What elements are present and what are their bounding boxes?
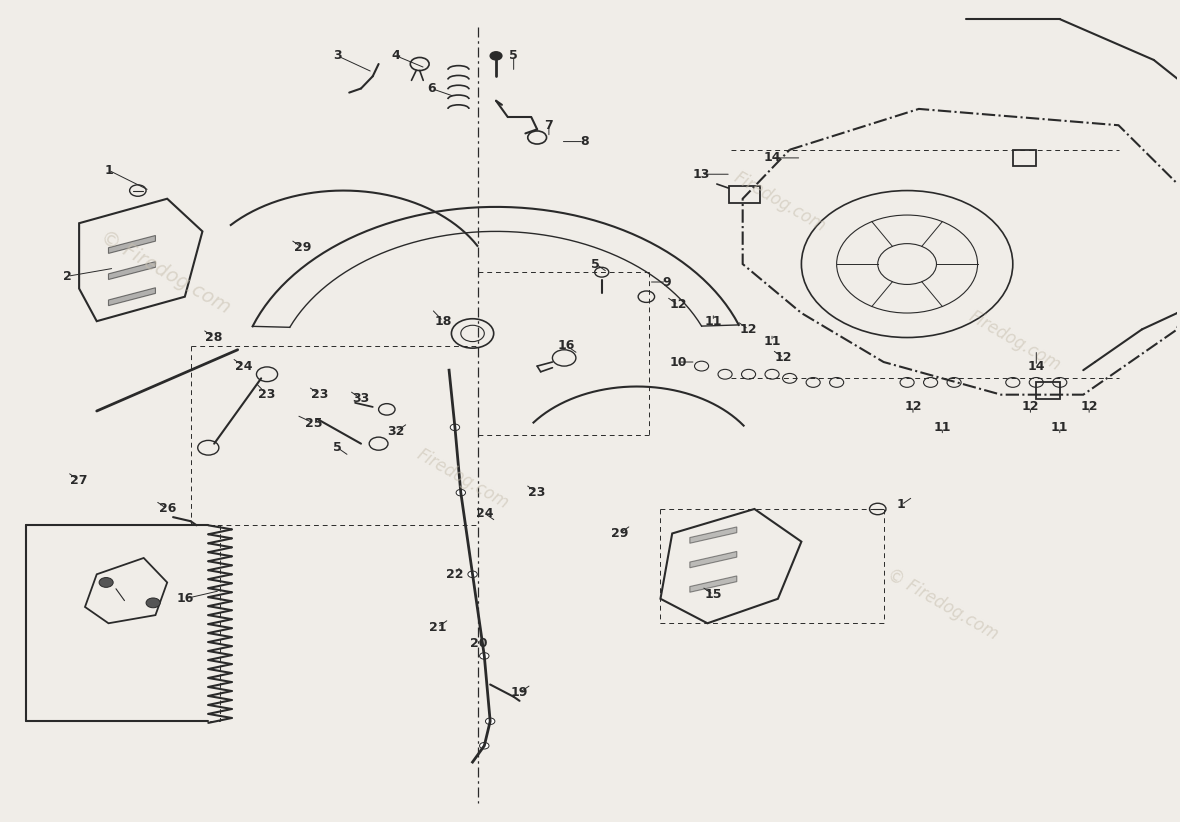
Polygon shape: [109, 261, 156, 279]
Text: 12: 12: [775, 352, 793, 364]
Text: 5: 5: [591, 257, 601, 270]
Text: 12: 12: [740, 323, 758, 336]
Text: 16: 16: [558, 339, 575, 352]
Text: 15: 15: [704, 589, 722, 601]
Text: 26: 26: [158, 502, 176, 515]
Polygon shape: [109, 235, 156, 253]
Text: 27: 27: [71, 474, 87, 487]
Text: 14: 14: [763, 151, 781, 164]
Text: 11: 11: [1051, 421, 1069, 434]
Circle shape: [457, 489, 465, 496]
Polygon shape: [109, 288, 156, 306]
Text: 29: 29: [294, 241, 312, 254]
Text: 12: 12: [669, 298, 687, 312]
Text: 9: 9: [662, 275, 670, 289]
Text: 24: 24: [235, 359, 253, 372]
Text: 16: 16: [176, 593, 194, 605]
Text: Firedog.com: Firedog.com: [730, 169, 830, 235]
Text: © Firedog.com: © Firedog.com: [97, 227, 234, 317]
Polygon shape: [690, 527, 736, 543]
Text: 28: 28: [205, 331, 223, 344]
Text: 1: 1: [104, 164, 113, 177]
Circle shape: [451, 424, 460, 431]
Polygon shape: [690, 552, 736, 568]
Text: 8: 8: [579, 135, 589, 148]
Text: 3: 3: [333, 49, 342, 62]
Text: 12: 12: [1022, 400, 1040, 413]
Circle shape: [146, 598, 160, 607]
Circle shape: [479, 653, 489, 659]
Text: 2: 2: [63, 270, 72, 283]
Text: 5: 5: [333, 441, 342, 455]
Text: 5: 5: [510, 49, 518, 62]
Text: 18: 18: [434, 315, 452, 328]
Text: 23: 23: [258, 388, 276, 401]
Text: 24: 24: [476, 506, 493, 520]
Text: 23: 23: [529, 486, 546, 499]
Text: 11: 11: [763, 335, 781, 348]
Text: 20: 20: [470, 637, 487, 650]
Text: 33: 33: [353, 392, 369, 405]
Text: 1: 1: [897, 498, 905, 511]
Circle shape: [485, 718, 494, 724]
Circle shape: [467, 571, 477, 578]
Text: Firedog.com: Firedog.com: [965, 307, 1064, 374]
Text: 29: 29: [611, 527, 628, 540]
Text: 6: 6: [427, 82, 435, 95]
Circle shape: [99, 578, 113, 588]
Text: 13: 13: [693, 168, 710, 181]
Text: 14: 14: [1028, 359, 1045, 372]
Text: 12: 12: [904, 400, 922, 413]
Text: 10: 10: [669, 355, 687, 368]
Text: 11: 11: [704, 315, 722, 328]
Polygon shape: [690, 576, 736, 592]
Text: 12: 12: [1081, 400, 1097, 413]
Text: 23: 23: [312, 388, 328, 401]
Circle shape: [479, 742, 489, 749]
Text: 32: 32: [387, 425, 405, 438]
Text: © Firedog.com: © Firedog.com: [884, 566, 1001, 644]
Text: 7: 7: [544, 118, 553, 132]
Text: 21: 21: [428, 621, 446, 634]
Text: 11: 11: [933, 421, 951, 434]
Circle shape: [490, 52, 502, 60]
Text: 25: 25: [306, 417, 323, 430]
Text: 19: 19: [511, 686, 529, 700]
Text: Firedog.com: Firedog.com: [414, 446, 512, 513]
Text: 4: 4: [392, 49, 400, 62]
Text: 22: 22: [446, 568, 464, 581]
